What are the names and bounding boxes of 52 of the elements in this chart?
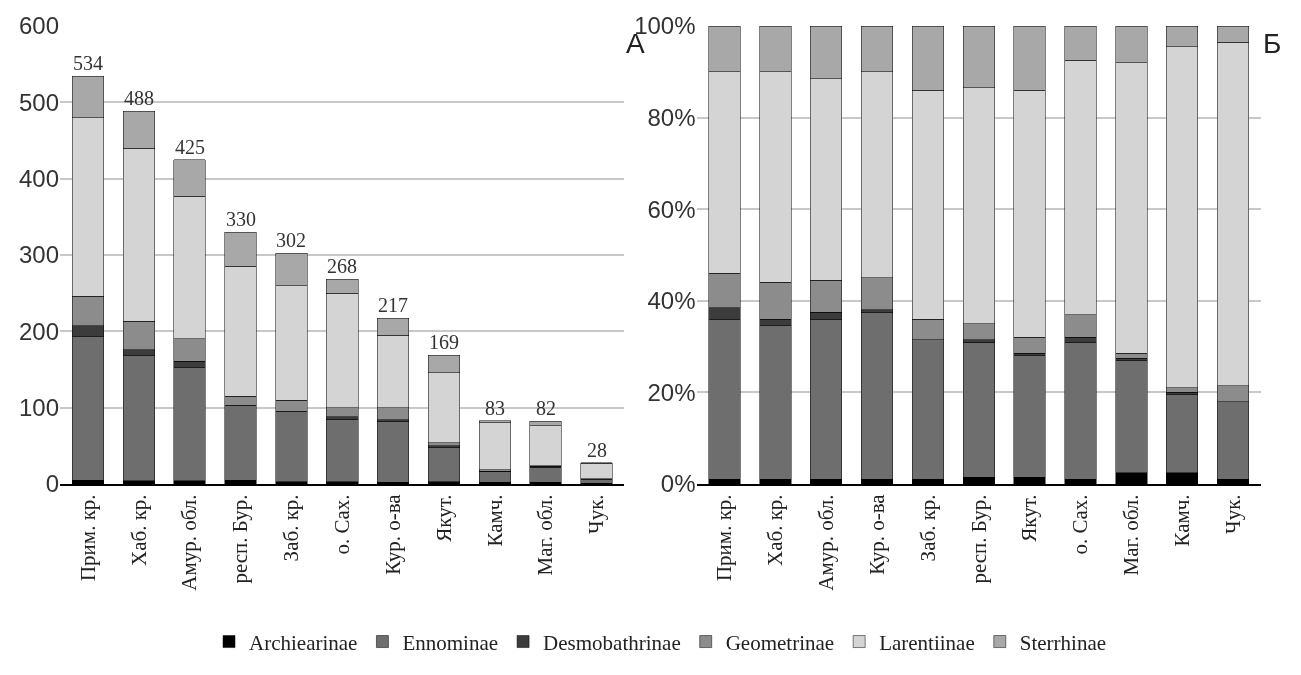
x-tick-label: Заб. кр. (915, 494, 940, 562)
y-tick-label: 20% (647, 378, 696, 406)
y-tick-label: 600 (18, 12, 59, 40)
legend-label: Archiearinae (249, 630, 358, 655)
total-label: 169 (429, 331, 459, 353)
x-tick-label: Камч. (1170, 494, 1195, 547)
text: Б (1263, 28, 1282, 59)
total-label: 217 (378, 294, 408, 316)
x-tick-label: о. Сах. (330, 494, 355, 555)
y-tick-label: 0 (45, 470, 59, 498)
legend-label: Larentiinae (879, 630, 975, 655)
x-tick-label: Якут. (431, 494, 456, 542)
x-tick-label: Хаб. кр. (126, 494, 151, 567)
y-tick-label: 80% (647, 104, 696, 131)
x-tick-label: Чук. (584, 494, 609, 535)
legend-label: Sterrhinae (1019, 630, 1107, 655)
x-tick-label: Якут. (1017, 494, 1042, 542)
y-tick-label: 200 (18, 317, 59, 345)
x-tick-label: Маг. обл. (533, 494, 558, 576)
y-tick-label: 100 (18, 394, 59, 422)
x-tick-label: Чук. (1220, 494, 1245, 535)
x-tick-label: Кур. о-ва (380, 493, 405, 575)
x-tick-label: Прим. кр. (712, 494, 737, 582)
x-tick-label: Кур. о-ва (864, 493, 889, 575)
y-tick-label: 500 (18, 88, 59, 116)
x-tick-label: респ. Бур. (966, 494, 991, 584)
total-label: 302 (276, 229, 306, 251)
x-tick-label: Маг. обл. (1119, 494, 1144, 576)
x-tick-label: Амур. обл. (814, 494, 839, 591)
total-label: 425 (175, 136, 205, 158)
total-label: 488 (124, 87, 154, 109)
x-tick-label: о. Сах. (1068, 494, 1093, 555)
x-tick-label: Амур. обл. (177, 494, 202, 591)
total-label: 28 (587, 439, 607, 461)
x-tick-label: Заб. кр. (279, 494, 304, 562)
y-tick-label: 300 (18, 241, 59, 269)
y-tick-label: 0% (660, 470, 696, 498)
y-tick-label: 400 (18, 165, 59, 193)
x-tick-label: Камч. (482, 494, 507, 547)
total-label: 82 (536, 397, 556, 419)
total-label: 330 (226, 208, 256, 230)
total-label: 534 (73, 52, 103, 74)
total-label: 268 (327, 255, 357, 277)
y-tick-label: 40% (647, 287, 696, 315)
total-label: 83 (485, 397, 505, 419)
x-tick-label: Прим. кр. (75, 494, 100, 582)
x-tick-label: Хаб. кр. (763, 494, 788, 567)
y-tick-label: 60% (647, 195, 696, 223)
legend-label: Geometrinae (725, 630, 835, 655)
legend-label: Ennominae (402, 630, 499, 655)
x-tick-label: респ. Бур. (228, 494, 253, 584)
legend-label: Desmobathrinae (543, 630, 681, 655)
